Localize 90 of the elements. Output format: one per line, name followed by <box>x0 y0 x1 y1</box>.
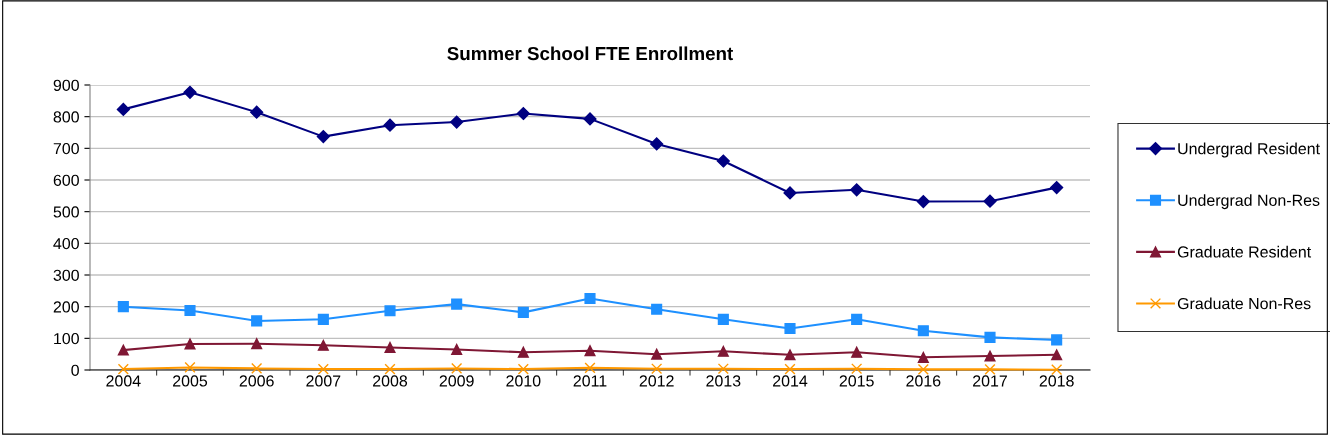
x-tick-label: 2017 <box>973 375 1007 387</box>
legend-label: Graduate Non-Res <box>1177 297 1311 310</box>
point <box>850 183 864 197</box>
x-tick-label: 2009 <box>439 375 474 387</box>
point <box>916 194 930 209</box>
point <box>451 298 463 310</box>
point <box>116 102 130 116</box>
point <box>184 304 196 317</box>
legend-label: Graduate Resident <box>1177 245 1312 258</box>
point <box>717 363 729 375</box>
point <box>717 345 729 357</box>
y-tick-label: 500 <box>53 206 79 218</box>
point <box>1051 349 1063 361</box>
point <box>1051 334 1063 346</box>
chart-title: Summer School FTE Enrollment <box>447 46 734 61</box>
point <box>516 106 530 121</box>
point <box>1051 364 1063 376</box>
point <box>917 363 929 375</box>
point <box>384 341 396 354</box>
point <box>183 85 197 99</box>
x-tick-label: 2005 <box>173 375 208 387</box>
point <box>451 343 463 355</box>
x-tick-label: 2016 <box>906 375 941 387</box>
point <box>651 303 663 315</box>
point <box>784 322 796 335</box>
x-tick-label: 2006 <box>239 375 274 387</box>
point <box>650 137 664 151</box>
point <box>851 346 863 358</box>
point <box>917 351 929 363</box>
point <box>517 306 529 318</box>
point <box>517 346 529 358</box>
point <box>584 292 596 304</box>
point <box>984 363 996 375</box>
legend-label: Undergrad Resident <box>1178 142 1320 158</box>
y-tick-label: 900 <box>53 79 79 91</box>
point <box>250 105 264 119</box>
x-tick-label: 2018 <box>1039 375 1074 387</box>
x-tick-label: 2007 <box>306 375 341 387</box>
point <box>784 363 796 375</box>
point <box>117 344 129 356</box>
point <box>317 313 329 325</box>
x-tick-label: 2014 <box>773 375 808 387</box>
point <box>251 315 263 327</box>
point <box>450 115 464 129</box>
point <box>251 338 263 350</box>
point <box>851 313 863 325</box>
y-tick-label: 700 <box>53 142 79 155</box>
y-tick-label: 200 <box>53 301 79 313</box>
y-tick-label: 800 <box>53 111 79 123</box>
point <box>784 349 796 361</box>
point <box>651 363 663 375</box>
point <box>1050 181 1064 195</box>
point <box>984 350 996 362</box>
x-tick-label: 2012 <box>639 375 674 387</box>
x-tick-label: 2004 <box>106 375 141 387</box>
point <box>917 325 929 337</box>
x-tick-label: 2008 <box>373 375 408 387</box>
point <box>651 348 663 360</box>
legend-label: Undergrad Non-Res <box>1178 194 1320 210</box>
point <box>583 112 597 126</box>
point <box>184 338 196 350</box>
point <box>716 154 730 168</box>
point <box>316 130 330 144</box>
y-tick-label: 100 <box>54 332 79 345</box>
x-tick-label: 2013 <box>706 375 741 387</box>
x-tick-label: 2011 <box>573 375 607 387</box>
point <box>317 363 329 375</box>
point <box>251 362 263 374</box>
point <box>451 362 463 374</box>
y-tick-label: 600 <box>53 174 79 186</box>
point <box>317 339 329 351</box>
point <box>584 345 596 357</box>
point <box>584 362 596 374</box>
point <box>717 313 729 325</box>
point <box>851 363 863 375</box>
point <box>984 331 996 343</box>
y-tick-label: 400 <box>53 237 79 250</box>
y-tick-label: 300 <box>53 269 79 281</box>
point <box>983 194 997 208</box>
point <box>783 186 797 200</box>
y-tick-label: 0 <box>71 364 79 376</box>
point <box>384 363 396 375</box>
point <box>517 363 529 375</box>
x-tick-label: 2015 <box>839 375 874 387</box>
point <box>384 305 396 317</box>
point <box>184 361 196 374</box>
point <box>117 363 129 375</box>
point <box>383 118 397 132</box>
point <box>117 301 129 313</box>
x-tick-label: 2010 <box>506 375 541 387</box>
